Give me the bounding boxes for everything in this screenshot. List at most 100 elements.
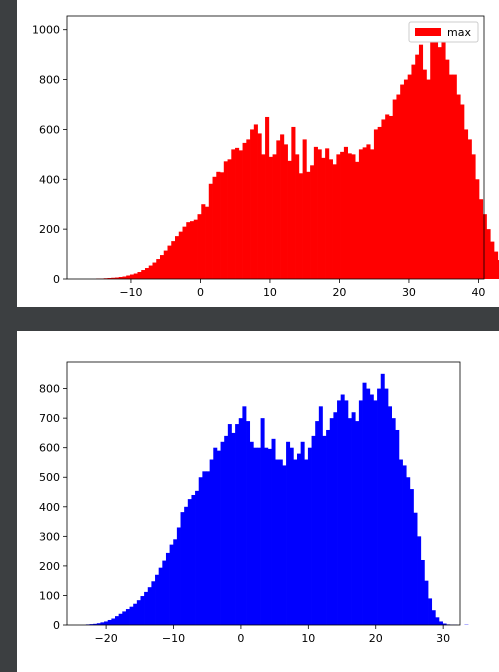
histogram-bar xyxy=(289,447,294,625)
histogram-bar xyxy=(366,144,371,279)
histogram-bar xyxy=(163,250,168,279)
histogram-bar xyxy=(326,429,331,625)
histogram-bar xyxy=(315,421,320,625)
histogram-bar xyxy=(104,621,109,625)
histogram-bar xyxy=(155,574,160,625)
x-tick-label: 0 xyxy=(237,632,244,645)
histogram-bar xyxy=(351,154,356,279)
histogram-bar xyxy=(362,382,367,625)
histogram-bar xyxy=(272,154,277,279)
histogram-bar xyxy=(336,154,341,279)
histogram-bar xyxy=(467,139,472,279)
histogram-bar xyxy=(140,596,145,625)
histogram-bar xyxy=(144,268,150,279)
legend-swatch xyxy=(415,28,441,36)
histogram-bar xyxy=(122,276,127,279)
histogram-bar xyxy=(325,148,330,279)
histogram-bar xyxy=(395,429,400,625)
histogram-bar xyxy=(293,459,298,625)
histogram-bar xyxy=(173,539,178,625)
histogram-bar xyxy=(329,418,334,625)
histogram-bar xyxy=(340,151,345,279)
y-tick-label: 200 xyxy=(39,560,60,573)
histogram-bar xyxy=(322,435,327,625)
histogram-bar xyxy=(253,124,258,279)
histogram-bar xyxy=(213,447,218,625)
x-tick-label: 0 xyxy=(197,286,204,299)
histogram-bar xyxy=(195,490,200,625)
histogram-bar xyxy=(190,221,195,279)
histogram-bar xyxy=(355,161,360,279)
y-tick-label: 400 xyxy=(39,173,60,186)
histogram-bar xyxy=(238,150,243,279)
histogram-bar xyxy=(424,580,429,625)
histogram-bar xyxy=(422,69,427,279)
histogram-bar xyxy=(437,47,442,279)
y-tick-label: 200 xyxy=(39,223,60,236)
histogram-bar xyxy=(433,29,439,280)
histogram-bar xyxy=(409,489,414,625)
histogram-bar xyxy=(306,171,311,279)
histogram-bar xyxy=(235,147,240,279)
x-tick-label: −10 xyxy=(119,286,142,299)
histogram-bar xyxy=(276,140,281,279)
y-tick-label: 0 xyxy=(53,273,60,286)
histogram-bar xyxy=(471,154,476,279)
histogram-bar xyxy=(328,159,333,279)
x-tick-label: 10 xyxy=(263,286,277,299)
histogram-bar xyxy=(351,412,356,625)
y-tick-label: 600 xyxy=(39,123,60,136)
histogram-bar xyxy=(426,79,431,279)
histogram-bar xyxy=(355,421,360,625)
histogram-bar xyxy=(287,160,292,279)
histogram-bar xyxy=(125,609,130,625)
histogram-bar xyxy=(118,613,123,625)
histogram-bar xyxy=(373,400,378,625)
histogram-bar xyxy=(246,139,251,279)
y-tick-label: 300 xyxy=(39,530,60,543)
histogram-bar xyxy=(298,173,303,279)
histogram-bar xyxy=(381,119,386,279)
histogram-bar xyxy=(431,610,436,625)
histogram-bar xyxy=(311,435,316,625)
legend-label: max xyxy=(447,26,471,39)
histogram-bar xyxy=(267,448,272,625)
histogram-bar xyxy=(380,373,385,625)
histogram-bar xyxy=(403,79,409,279)
histogram-bar xyxy=(193,219,198,279)
histogram-bar xyxy=(417,536,422,625)
histogram-bar xyxy=(223,161,228,279)
histogram-bar xyxy=(302,139,307,279)
histogram-bar xyxy=(167,245,172,279)
y-tick-label: 600 xyxy=(39,442,60,455)
histogram-bar xyxy=(175,236,180,279)
histogram-bar xyxy=(418,44,424,279)
histogram-bar xyxy=(191,494,196,625)
histogram-bar xyxy=(133,273,138,279)
histogram-bar xyxy=(366,388,371,625)
histogram-bar xyxy=(126,275,131,279)
histogram-bar xyxy=(178,231,183,279)
histogram-bar xyxy=(494,251,499,279)
histogram-bar xyxy=(100,622,105,625)
plot-frame xyxy=(66,361,461,626)
histogram-bar xyxy=(318,406,323,625)
histogram-bar xyxy=(165,552,170,625)
histogram-bar xyxy=(171,241,176,279)
histogram-bar xyxy=(295,154,300,279)
histogram-bar xyxy=(129,606,134,625)
histogram-bar xyxy=(122,611,127,625)
x-tick-label: −10 xyxy=(162,632,185,645)
histogram-bar xyxy=(107,278,112,279)
y-tick-label: 0 xyxy=(53,619,60,632)
histogram-bar xyxy=(307,447,312,625)
x-tick-label: 40 xyxy=(471,286,485,299)
y-tick-label: 700 xyxy=(39,412,60,425)
histogram-bar xyxy=(475,179,480,279)
histogram-bar xyxy=(111,618,116,625)
histogram-bar xyxy=(187,499,192,625)
histogram-bar xyxy=(373,129,379,279)
histogram-bar xyxy=(227,424,232,625)
histogram-bar xyxy=(438,621,443,625)
histogram-bar xyxy=(321,157,326,279)
